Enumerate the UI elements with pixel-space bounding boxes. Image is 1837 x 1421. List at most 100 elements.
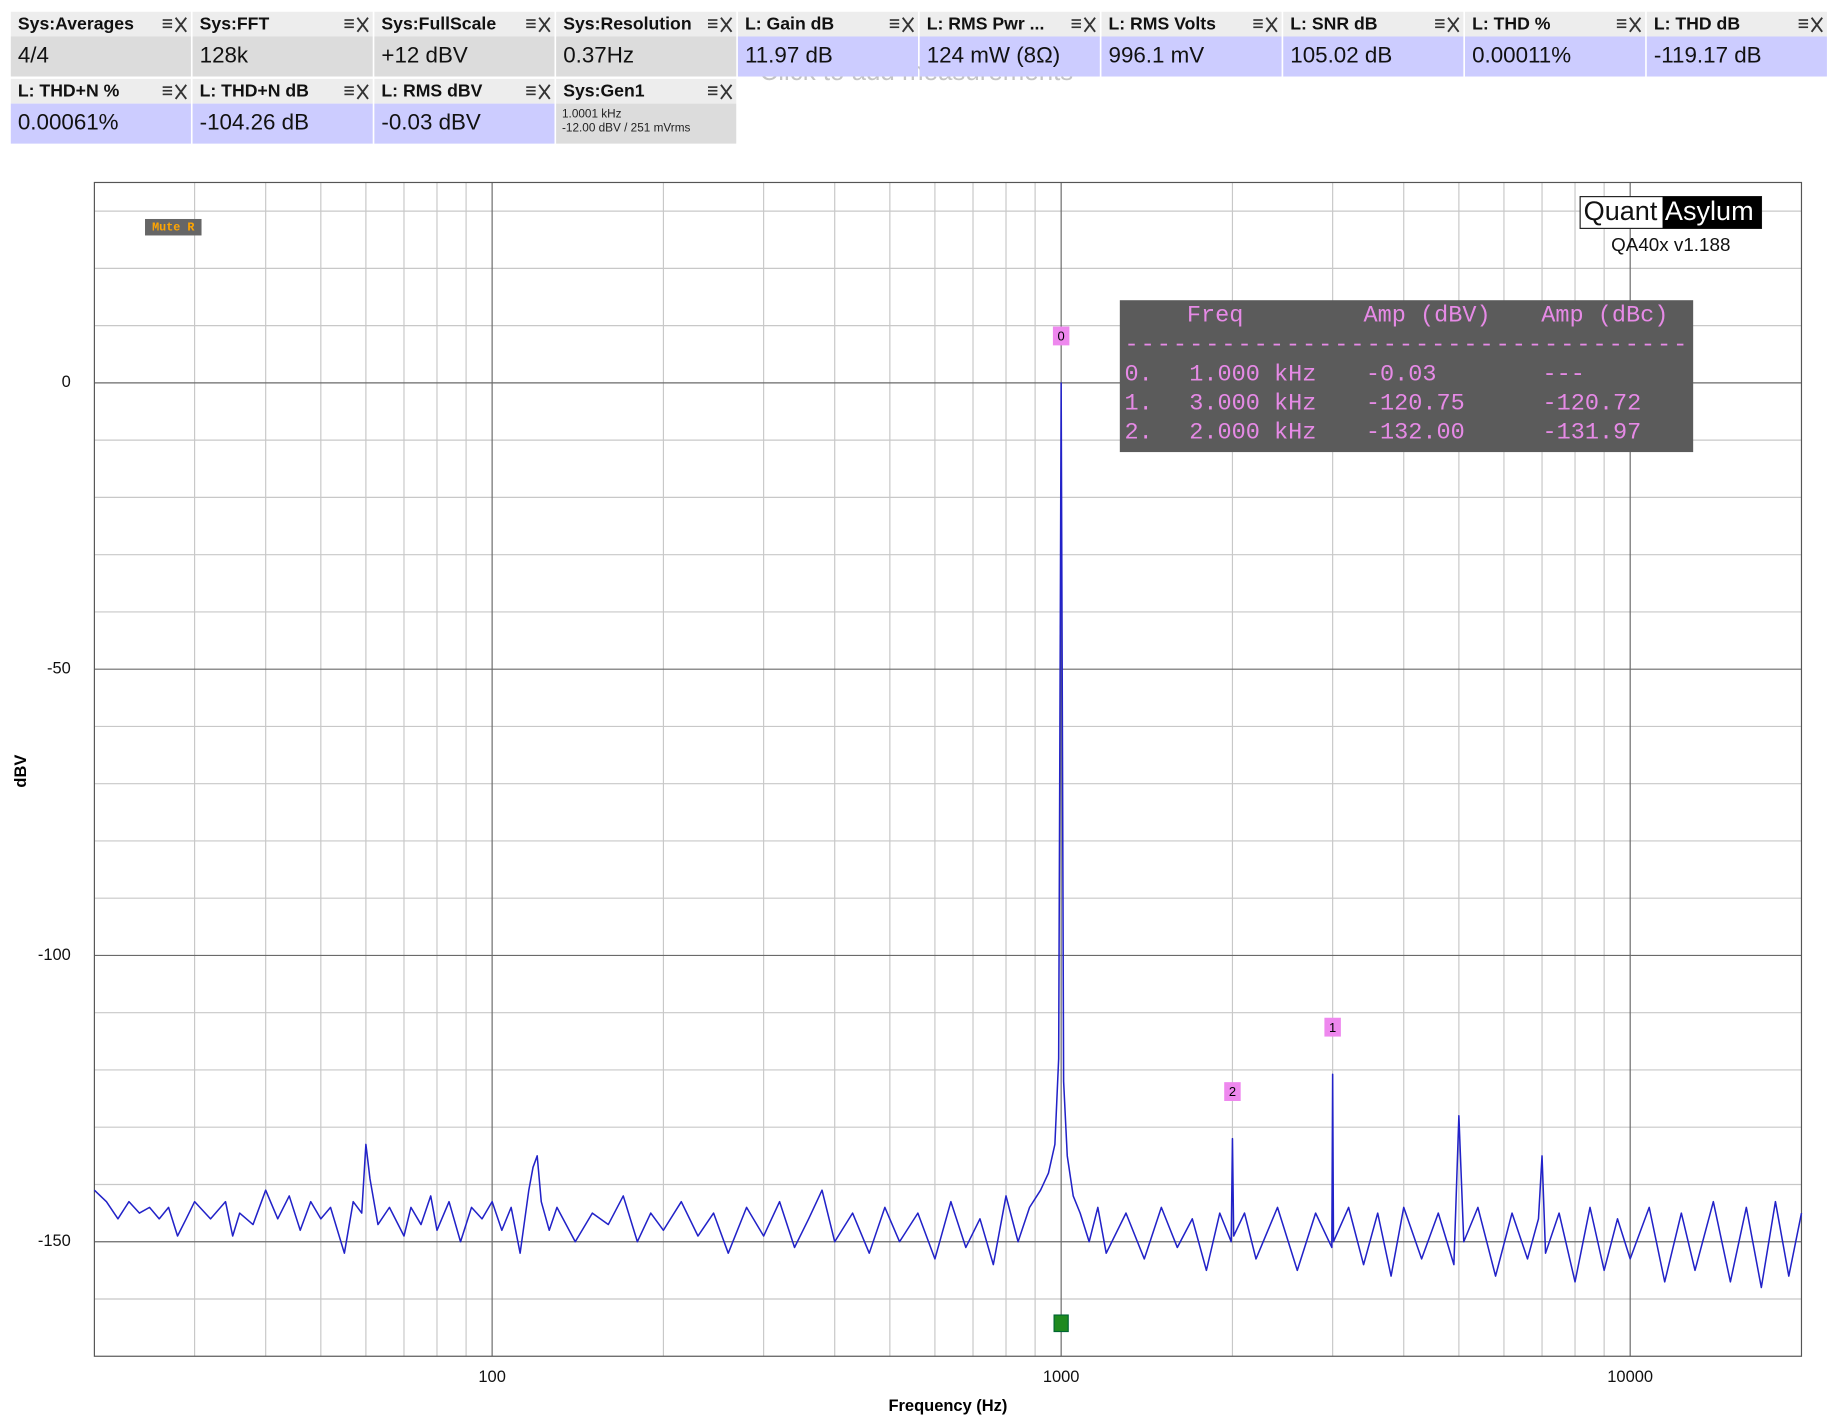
tile-header (10, 11, 191, 37)
tile-header (737, 11, 919, 37)
close-icon[interactable] (174, 17, 187, 33)
close-icon[interactable] (174, 84, 187, 100)
peak-marker-label: 1 (1329, 1020, 1336, 1035)
tile-value: 128k (200, 42, 249, 67)
tile-title: Sys:Averages (18, 13, 134, 33)
x-tick-label: 10000 (1607, 1368, 1653, 1386)
logo-dark (1662, 196, 1762, 229)
tile-value: 0.00011% (1472, 42, 1571, 67)
close-icon[interactable] (538, 17, 551, 33)
tile-header (192, 11, 373, 37)
close-icon[interactable] (901, 17, 915, 33)
tile-title: L: SNR dB (1290, 13, 1377, 33)
close-icon[interactable] (538, 84, 551, 100)
peak-table-cell: -120.75 (1366, 390, 1465, 417)
tile-header (556, 78, 737, 104)
close-icon[interactable] (356, 17, 369, 33)
mute-badge (145, 218, 202, 236)
logo-left: Quant (1584, 195, 1658, 226)
tile-title: L: Gain dB (745, 13, 834, 33)
tile-value: 0.37Hz (563, 42, 634, 67)
peak-table-header: Amp (dBV) (1364, 303, 1491, 330)
tile-header (1646, 11, 1827, 37)
tile-body (374, 103, 555, 144)
cursor-handle[interactable] (1053, 1314, 1069, 1333)
tile-header (1101, 11, 1282, 37)
tile-value: 4/4 (18, 42, 49, 67)
peak-table-cell: -0.03 (1366, 362, 1437, 389)
y-tick-label: 0 (62, 373, 71, 391)
close-icon[interactable] (1265, 17, 1278, 33)
tile-header (10, 78, 191, 104)
tile-body (1646, 36, 1827, 77)
peak-table-cell: 0. (1125, 362, 1153, 389)
tile-title: Sys:FFT (200, 13, 270, 33)
y-tick-label: -100 (38, 946, 71, 964)
tile-value: 996.1 mV (1109, 42, 1205, 67)
peak-marker (1324, 1017, 1341, 1037)
logo-version: QA40x v1.188 (1611, 234, 1730, 255)
tile-body (556, 103, 737, 144)
tile-body (1465, 36, 1646, 77)
peak-table-cell: -131.97 (1542, 419, 1641, 446)
tile-title: L: THD dB (1654, 13, 1740, 33)
peak-table-cell: 1.000 kHz (1189, 362, 1316, 389)
tile-value-line: 1.0001 kHz (562, 107, 622, 120)
tile-value: 124 mW (8Ω) (927, 42, 1061, 67)
peak-table-separator: ----------------------------------- (1125, 332, 1688, 359)
peak-table-cell: --- (1542, 362, 1584, 389)
close-icon[interactable] (720, 84, 733, 100)
tile-header (374, 78, 555, 104)
tile-body (556, 36, 737, 77)
tile-title: Sys:Gen1 (563, 80, 645, 100)
tile-body (10, 36, 191, 77)
close-icon[interactable] (1629, 17, 1642, 33)
tile-header (1465, 11, 1646, 37)
close-icon[interactable] (356, 84, 369, 100)
tile-value: 105.02 dB (1290, 42, 1392, 67)
tile-body (919, 36, 1100, 77)
tile-header (374, 11, 555, 37)
tile-body (10, 103, 191, 144)
tile-body (374, 36, 555, 77)
tile-title: Sys:FullScale (381, 13, 496, 33)
y-tick-label: -50 (47, 660, 71, 678)
peak-table-cell: 2. (1125, 419, 1153, 446)
tile-title: L: RMS Pwr ... (927, 13, 1045, 33)
peak-table-cell: -120.72 (1542, 390, 1641, 417)
tile-title: Sys:Resolution (563, 13, 691, 33)
x-tick-label: 1000 (1043, 1368, 1080, 1386)
peak-table-cell: 2.000 kHz (1189, 419, 1316, 446)
peak-marker (1052, 326, 1070, 346)
peak-marker-label: 2 (1229, 1084, 1236, 1099)
peak-marker-label: 0 (1058, 329, 1065, 344)
tile-body (737, 36, 919, 77)
close-icon[interactable] (1810, 17, 1823, 33)
y-tick-label: -150 (38, 1232, 71, 1250)
tile-title: L: RMS dBV (381, 80, 482, 100)
peak-table-cell: 3.000 kHz (1189, 390, 1316, 417)
close-icon[interactable] (720, 17, 733, 33)
peak-marker (1224, 1082, 1241, 1101)
tile-value: -119.17 dB (1654, 42, 1762, 67)
tile-header (192, 78, 373, 104)
tile-body (192, 36, 373, 77)
tile-title: L: RMS Volts (1109, 13, 1217, 33)
logo-right: Asylum (1665, 195, 1754, 226)
peak-table-cell: -132.00 (1366, 419, 1465, 446)
peak-table-cell: 1. (1125, 390, 1153, 417)
tile-value-line: -12.00 dBV / 251 mVrms (562, 121, 691, 134)
tile-value: 11.97 dB (745, 42, 833, 67)
peak-table-header: Freq (1187, 303, 1243, 330)
tile-value: -104.26 dB (200, 110, 309, 135)
x-axis-label: Frequency (Hz) (888, 1397, 1007, 1415)
y-axis-label: dBV (12, 755, 30, 788)
tile-value: 0.00061% (18, 110, 119, 135)
tile-header (919, 11, 1100, 37)
tile-title: L: THD+N % (18, 80, 120, 100)
x-tick-label: 100 (478, 1368, 505, 1386)
close-icon[interactable] (1447, 17, 1460, 33)
close-icon[interactable] (1083, 17, 1096, 33)
mute-label: Mute R (152, 220, 195, 234)
